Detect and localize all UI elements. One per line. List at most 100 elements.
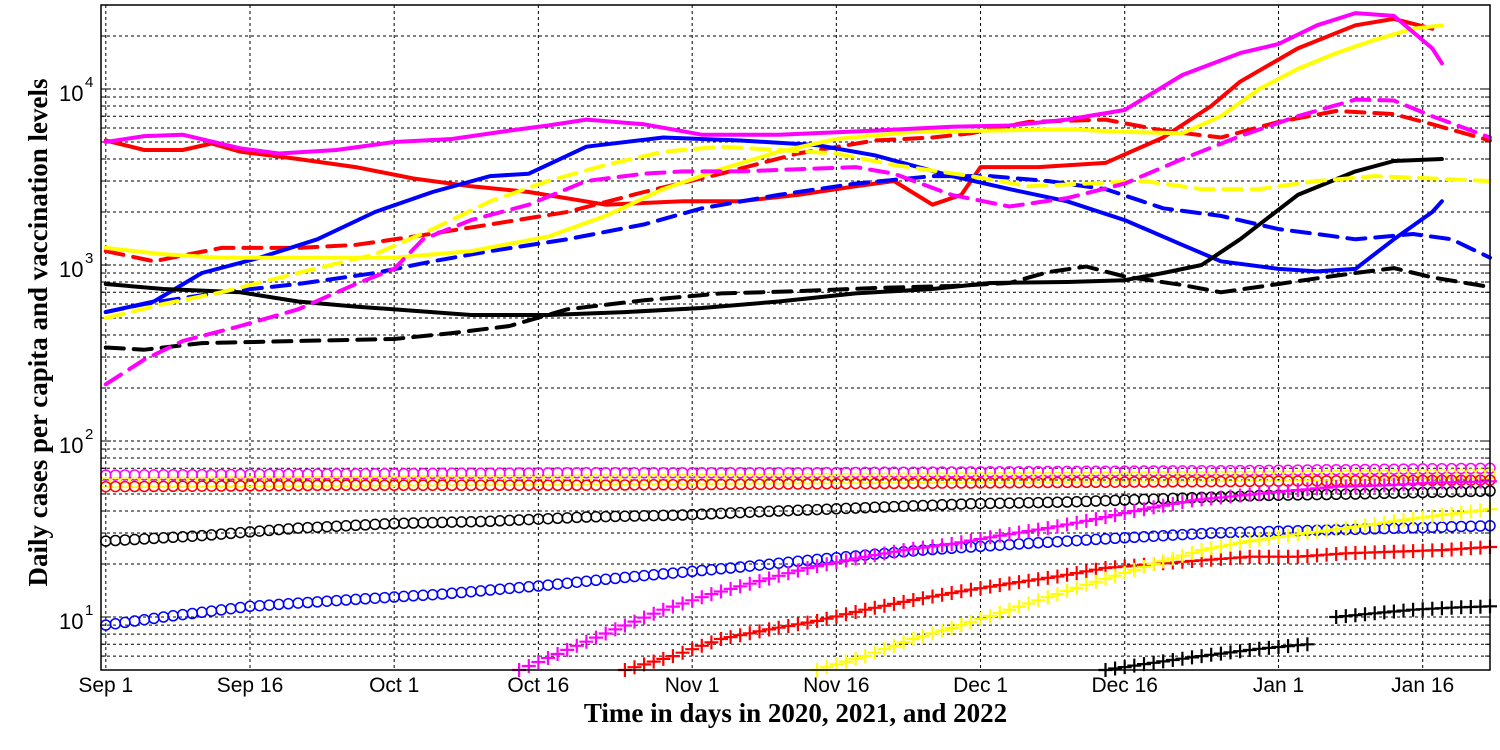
marker-point-3	[167, 531, 179, 544]
marker-point-3	[273, 523, 285, 536]
marker-point-5	[598, 626, 613, 641]
marker-point-6	[1060, 567, 1075, 582]
marker-point-4	[330, 594, 343, 607]
marker-point-5	[992, 528, 1007, 543]
y-tick-label: 10	[59, 81, 83, 106]
marker-point-5	[1079, 513, 1094, 528]
marker-point-5	[714, 584, 728, 599]
marker-point-0	[1042, 465, 1054, 478]
marker-point-0	[1128, 465, 1141, 477]
marker-point-0	[1224, 464, 1237, 477]
marker-point-4	[273, 598, 285, 611]
marker-point-5	[1088, 512, 1103, 527]
marker-point-6	[954, 584, 969, 599]
marker-point-7	[983, 608, 998, 623]
marker-point-3	[196, 529, 208, 542]
marker-point-6	[723, 630, 738, 645]
marker-point-3	[1099, 494, 1112, 507]
marker-point-3	[282, 523, 295, 535]
marker-point-6	[887, 596, 901, 611]
marker-point-3	[1109, 494, 1121, 507]
marker-point-5	[752, 574, 767, 589]
marker-point-5	[589, 630, 603, 645]
marker-point-8	[1165, 653, 1180, 667]
marker-point-7	[915, 629, 930, 644]
marker-point-6	[685, 642, 700, 657]
marker-point-0	[1253, 464, 1266, 477]
marker-point-3	[474, 515, 487, 528]
marker-point-5	[733, 579, 748, 594]
marker-point-5	[560, 642, 575, 657]
series-layer	[103, 11, 1492, 387]
marker-point-5	[541, 651, 555, 665]
marker-point-4	[628, 570, 641, 583]
marker-point-3	[148, 532, 160, 545]
marker-point-0	[1282, 464, 1294, 476]
marker-point-3	[138, 533, 151, 545]
marker-point-4	[1167, 529, 1179, 541]
marker-point-3	[446, 516, 458, 528]
marker-point-4	[340, 594, 352, 606]
marker-point-5	[848, 551, 863, 566]
marker-point-3	[571, 511, 583, 524]
marker-point-5	[550, 647, 565, 661]
marker-point-5	[646, 606, 661, 621]
marker-point-4	[1051, 535, 1064, 548]
marker-point-3	[820, 503, 833, 515]
marker-point-6	[1040, 570, 1055, 585]
marker-point-8	[1156, 654, 1171, 669]
marker-point-7	[1329, 522, 1344, 537]
marker-point-7	[1213, 539, 1228, 554]
marker-point-6	[906, 593, 921, 607]
marker-point-4	[551, 578, 564, 590]
marker-point-4	[128, 615, 141, 627]
marker-point-7	[1310, 524, 1324, 539]
marker-point-4	[215, 604, 227, 616]
marker-point-4	[138, 613, 151, 626]
marker-point-4	[167, 610, 179, 622]
marker-point-4	[369, 592, 381, 604]
marker-point-3	[878, 501, 891, 513]
marker-point-0	[1320, 464, 1333, 476]
marker-point-0	[1138, 465, 1150, 477]
marker-point-5	[1175, 495, 1190, 510]
marker-point-5	[637, 610, 652, 625]
marker-point-8	[1108, 661, 1123, 676]
marker-point-4	[753, 559, 766, 571]
marker-point-6	[1079, 564, 1094, 579]
marker-point-7	[1415, 510, 1430, 525]
marker-point-6	[925, 589, 940, 604]
marker-point-4	[513, 581, 525, 594]
marker-point-5	[569, 638, 584, 653]
marker-point-7	[1137, 560, 1151, 574]
marker-point-3	[840, 502, 852, 515]
marker-point-5	[1165, 496, 1180, 511]
marker-point-7	[896, 635, 911, 650]
marker-point-6	[1031, 572, 1046, 587]
marker-point-7	[1060, 584, 1075, 598]
marker-point-7	[1117, 565, 1132, 580]
marker-point-6	[896, 594, 911, 609]
series-line-1	[103, 109, 1492, 264]
marker-point-4	[782, 556, 795, 569]
marker-point-4	[311, 596, 324, 608]
marker-point-5	[1060, 517, 1075, 532]
marker-point-0	[1090, 465, 1102, 478]
marker-point-4	[234, 601, 247, 614]
marker-point-3	[292, 522, 304, 534]
marker-point-5	[810, 559, 825, 574]
marker-point-3	[417, 517, 429, 529]
marker-point-5	[877, 546, 892, 561]
marker-point-4	[1099, 533, 1112, 545]
marker-point-4	[1061, 535, 1073, 547]
marker-point-7	[848, 651, 863, 666]
marker-point-3	[1051, 496, 1064, 508]
marker-point-3	[657, 509, 670, 522]
marker-point-4	[523, 581, 535, 593]
marker-point-4	[1032, 537, 1044, 549]
marker-point-3	[157, 532, 170, 544]
marker-point-5	[1040, 521, 1055, 536]
marker-point-5	[963, 533, 978, 548]
marker-point-4	[705, 563, 718, 576]
marker-point-7	[1012, 599, 1026, 614]
